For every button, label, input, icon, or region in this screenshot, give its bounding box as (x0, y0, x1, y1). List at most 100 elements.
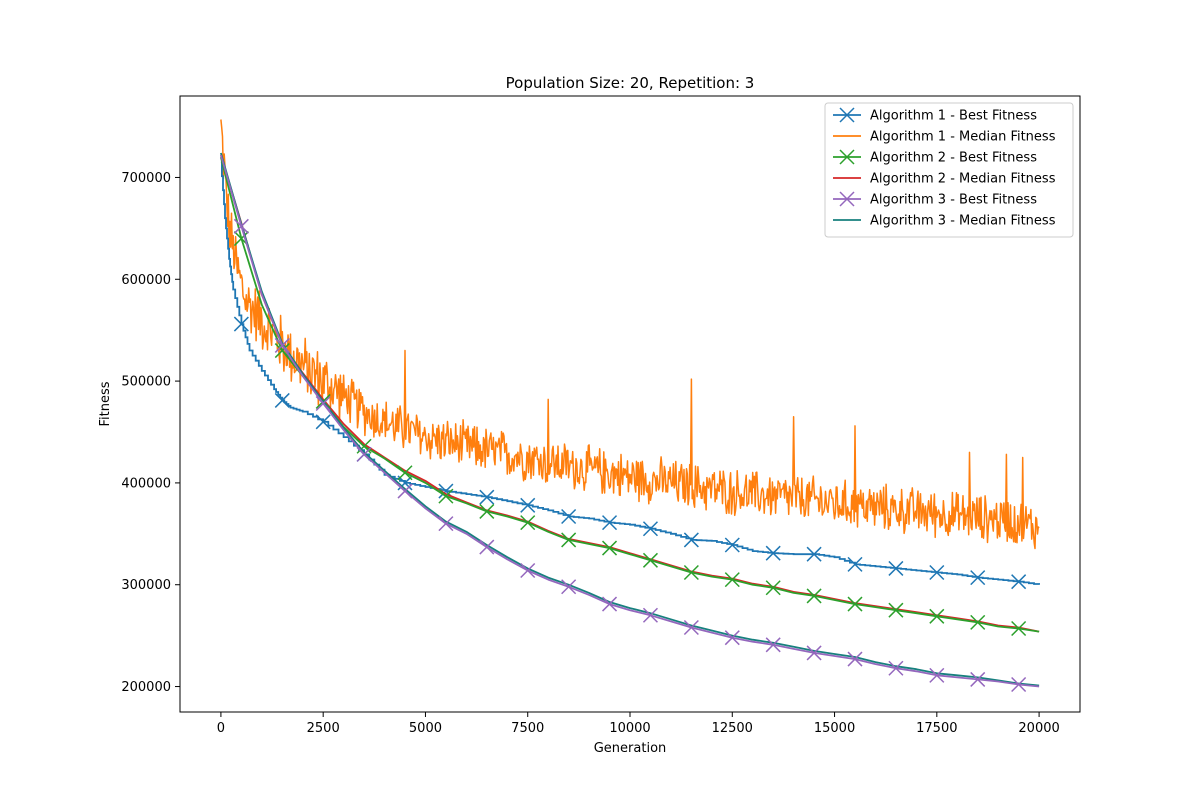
x-tick-label: 15000 (814, 721, 855, 736)
chart-title: Population Size: 20, Repetition: 3 (506, 74, 755, 92)
series-marker (888, 660, 904, 676)
y-axis: 200000 300000 400000 500000 600000 700000 (121, 171, 180, 695)
series-marker (806, 645, 822, 661)
y-tick-label: 700000 (121, 171, 171, 186)
series-line (220, 161, 1040, 585)
series-marker (683, 619, 699, 636)
series-2 (220, 119, 1040, 550)
series-marker (520, 497, 536, 513)
y-tick-label: 400000 (121, 476, 171, 491)
series-marker (397, 483, 413, 499)
y-tick-label: 600000 (121, 273, 171, 288)
series-marker (929, 608, 945, 624)
series-marker (1011, 676, 1027, 693)
y-tick-label: 200000 (121, 680, 171, 695)
series-marker (847, 596, 863, 612)
series-marker (438, 516, 454, 532)
legend-box (824, 102, 1074, 238)
series-marker (642, 552, 658, 568)
y-axis-label: Fitness (98, 381, 113, 426)
series-line (220, 152, 1040, 687)
series-marker (724, 537, 740, 553)
series-marker (929, 564, 945, 581)
series-marker (888, 602, 904, 618)
legend-item: Algorithm 3 - Median Fitness (833, 214, 1056, 229)
series-marker (356, 446, 372, 462)
series-marker (274, 343, 290, 359)
series-marker (233, 218, 249, 234)
legend-item: Algorithm 2 - Best Fitness (833, 149, 1037, 166)
series-marker (274, 392, 290, 408)
x-tick-label: 10000 (609, 721, 650, 736)
y-tick-label: 300000 (121, 578, 171, 593)
series-marker (765, 545, 781, 561)
series-4 (220, 154, 1040, 633)
legend-label: Algorithm 1 - Best Fitness (870, 109, 1037, 124)
series-marker (479, 489, 495, 505)
series-marker (765, 637, 781, 653)
series-marker (806, 546, 822, 562)
series-marker (274, 337, 290, 353)
x-tick-label: 17500 (916, 721, 957, 736)
series-marker (397, 465, 413, 481)
series-marker (561, 532, 577, 548)
series-line (220, 154, 1040, 633)
x-axis: 0 2500 5000 7500 10000 12500 15000 17500 20000 (217, 712, 1060, 736)
series-marker (970, 570, 986, 586)
series-6 (220, 152, 1040, 687)
series-marker (847, 556, 863, 572)
series-marker (642, 521, 658, 537)
series-marker (1011, 574, 1027, 590)
series-marker (724, 572, 740, 588)
series-marker (479, 539, 495, 555)
series-marker (806, 588, 822, 604)
x-tick-label: 20000 (1018, 721, 1059, 736)
series-marker (233, 316, 249, 332)
series-layer (220, 119, 1040, 693)
series-marker (970, 614, 986, 630)
legend-label: Algorithm 3 - Best Fitness (870, 193, 1037, 208)
legend-item: Algorithm 2 - Median Fitness (833, 172, 1056, 187)
series-marker (847, 651, 863, 667)
series-marker (602, 515, 618, 531)
series-marker (642, 607, 658, 623)
series-marker (929, 667, 945, 683)
x-tick-label: 2500 (307, 721, 340, 736)
series-marker (888, 560, 904, 576)
series-marker (683, 564, 699, 581)
legend-item: Algorithm 3 - Best Fitness (833, 191, 1037, 208)
series-marker (724, 630, 740, 646)
series-marker (520, 562, 536, 579)
x-tick-label: 12500 (712, 721, 753, 736)
series-3 (220, 156, 1040, 637)
series-marker (315, 395, 331, 412)
legend: Algorithm 1 - Best Fitness Algorithm 1 - … (824, 102, 1074, 238)
x-tick-label: 5000 (409, 721, 442, 736)
y-tick-label: 500000 (121, 375, 171, 390)
series-marker (683, 532, 699, 548)
x-axis-label: Generation (594, 741, 667, 756)
series-marker (561, 508, 577, 525)
legend-item: Algorithm 1 - Median Fitness (833, 130, 1056, 145)
series-line (220, 154, 1040, 688)
legend-label: Algorithm 3 - Median Fitness (870, 214, 1056, 229)
series-5 (220, 154, 1040, 693)
series-marker (438, 488, 454, 504)
series-marker (520, 515, 536, 531)
series-marker (602, 540, 618, 556)
legend-label: Algorithm 2 - Median Fitness (870, 172, 1056, 187)
x-tick-label: 0 (217, 721, 225, 736)
series-marker (356, 438, 372, 454)
legend-item: Algorithm 1 - Best Fitness (833, 107, 1037, 124)
series-marker (479, 503, 495, 519)
series-marker (602, 596, 618, 612)
series-marker (561, 579, 577, 595)
x-tick-label: 7500 (511, 721, 544, 736)
legend-label: Algorithm 2 - Best Fitness (870, 151, 1037, 166)
series-marker (315, 414, 331, 430)
series-marker (970, 671, 986, 687)
series-marker (1011, 620, 1027, 637)
series-line (220, 119, 1040, 550)
legend-label: Algorithm 1 - Median Fitness (870, 130, 1056, 145)
